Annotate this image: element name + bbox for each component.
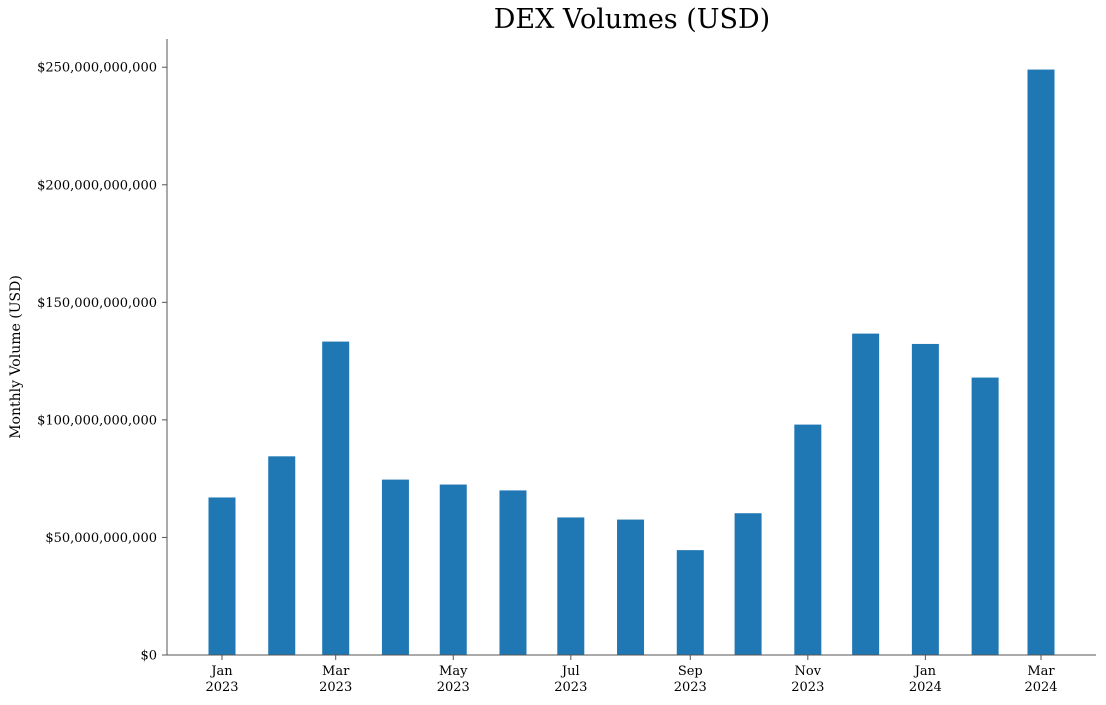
bar-2024-02 — [971, 377, 999, 655]
x-tick-year: 2023 — [437, 680, 470, 695]
x-tick-label: May 2023 — [437, 664, 470, 695]
bar-2023-08 — [617, 519, 645, 655]
x-tick-label: Mar 2024 — [1024, 664, 1057, 695]
chart-title: DEX Volumes (USD) — [493, 4, 771, 35]
x-tick-month: Jul — [560, 664, 580, 679]
x-tick-month: May — [439, 664, 468, 679]
x-tick-label: Sep 2023 — [674, 664, 707, 695]
bar-2023-09 — [676, 550, 704, 655]
x-tick-year: 2024 — [1024, 680, 1057, 695]
x-tick-label: Mar 2023 — [319, 664, 352, 695]
x-tick-month: Nov — [795, 664, 822, 679]
bar-2023-03 — [322, 341, 350, 655]
x-tick-month: Sep — [678, 664, 703, 679]
x-tick-month: Mar — [322, 664, 350, 679]
bar-2023-07 — [557, 517, 585, 655]
y-tick-label: $0 — [140, 649, 157, 664]
bar-2023-12 — [852, 333, 880, 655]
x-tick-month: Mar — [1027, 664, 1055, 679]
y-tick-label: $250,000,000,000 — [37, 61, 157, 76]
x-tick-label: Jan 2023 — [205, 664, 238, 695]
x-tick-label: Nov 2023 — [791, 664, 824, 695]
x-tick-year: 2023 — [205, 680, 238, 695]
x-tick-year: 2023 — [791, 680, 824, 695]
bar-2023-10 — [734, 513, 762, 655]
y-axis-label: Monthly Volume (USD) — [8, 275, 24, 439]
x-tick-year: 2023 — [319, 680, 352, 695]
x-tick-label: Jan 2024 — [909, 664, 942, 695]
x-tick-month: Jan — [913, 664, 937, 679]
x-tick-year: 2023 — [554, 680, 587, 695]
bar-2023-01 — [208, 497, 236, 655]
bar-2023-11 — [794, 424, 822, 655]
bar-2023-06 — [499, 490, 527, 655]
x-tick-year: 2023 — [674, 680, 707, 695]
y-tick-label: $100,000,000,000 — [37, 413, 157, 428]
y-tick-label: $50,000,000,000 — [45, 531, 157, 546]
y-tick-label: $200,000,000,000 — [37, 178, 157, 193]
x-tick-year: 2024 — [909, 680, 942, 695]
bar-2023-05 — [439, 484, 467, 655]
x-tick-month: Jan — [209, 664, 233, 679]
bar-2024-01 — [911, 343, 939, 655]
bar-2023-02 — [268, 456, 296, 655]
x-tick-label: Jul 2023 — [554, 664, 587, 695]
bars — [208, 69, 1055, 656]
y-axis-ticks: $0 $50,000,000,000 $100,000,000,000 $150,00… — [37, 61, 167, 664]
bar-2024-03 — [1027, 69, 1055, 656]
bar-2023-04 — [381, 479, 409, 655]
y-tick-label: $150,000,000,000 — [37, 296, 157, 311]
